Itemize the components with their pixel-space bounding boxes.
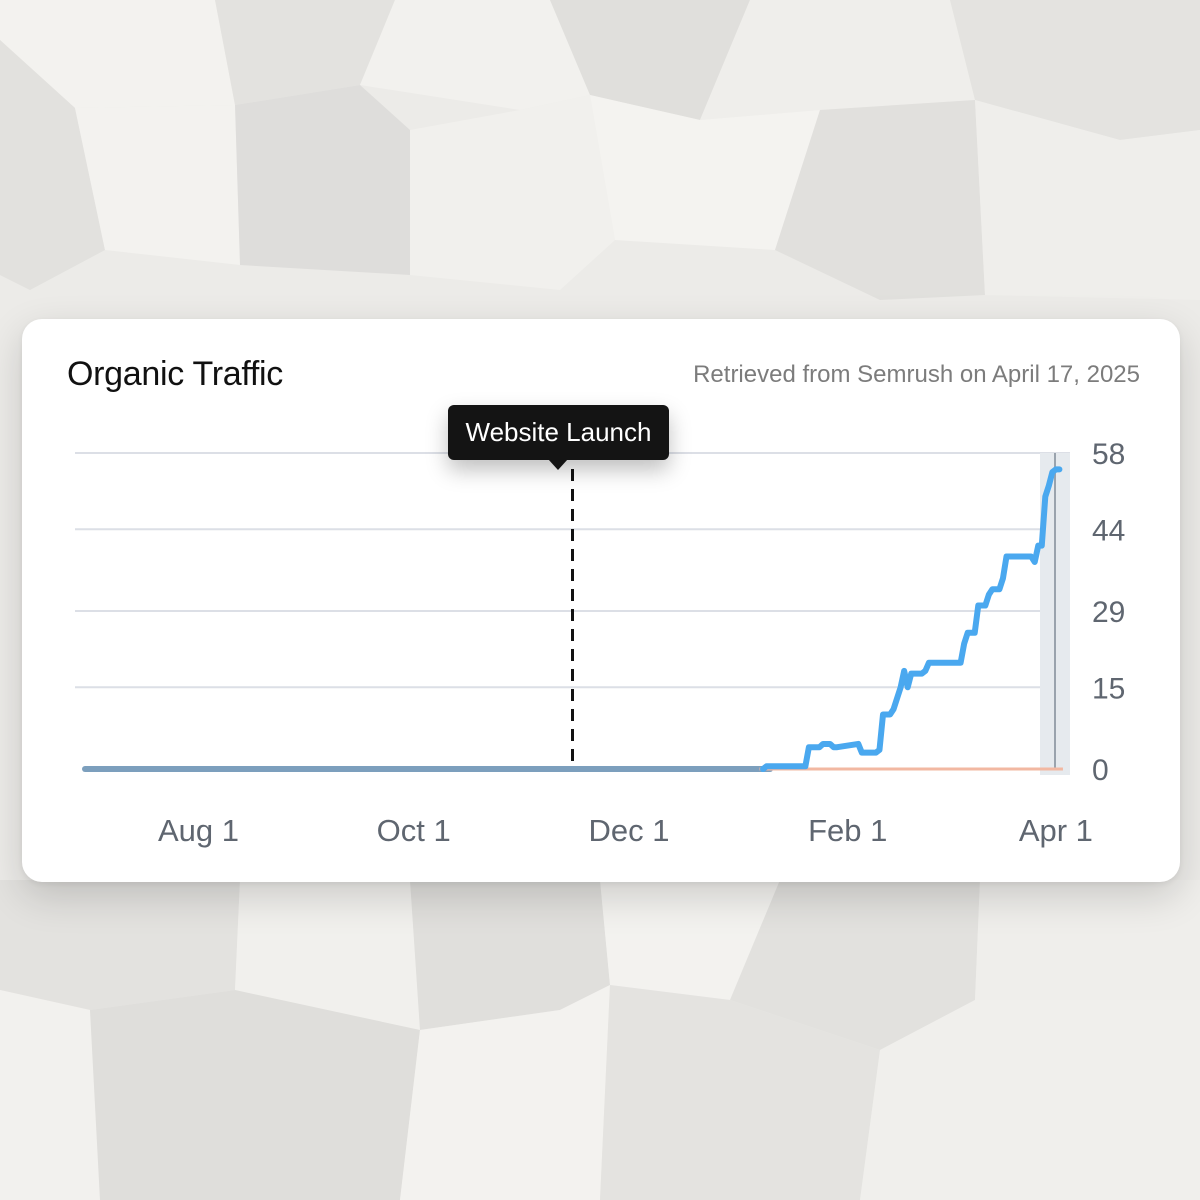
organic-traffic-chart: 0 15 29 44 58 Aug 1 Oct 1 Dec 1 Feb 1 Apr 1 <box>75 438 1125 848</box>
y-tick-label: 58 <box>1092 438 1125 471</box>
y-tick-label: 0 <box>1092 754 1109 787</box>
x-tick-label: Apr 1 <box>1019 813 1093 848</box>
website-launch-tooltip: Website Launch <box>448 405 669 470</box>
x-tick-label: Dec 1 <box>588 813 669 848</box>
x-tick-label: Aug 1 <box>158 813 239 848</box>
y-tick-label: 44 <box>1092 514 1125 547</box>
x-tick-label: Feb 1 <box>808 813 887 848</box>
y-tick-label: 15 <box>1092 672 1125 705</box>
card-title: Organic Traffic <box>67 355 283 393</box>
x-tick-label: Oct 1 <box>377 813 451 848</box>
source-note: Retrieved from Semrush on April 17, 2025 <box>693 361 1140 388</box>
organic-traffic-card: Organic Traffic Retrieved from Semrush o… <box>22 319 1180 882</box>
y-tick-label: 29 <box>1092 596 1125 629</box>
organic-traffic-line <box>760 466 1063 772</box>
